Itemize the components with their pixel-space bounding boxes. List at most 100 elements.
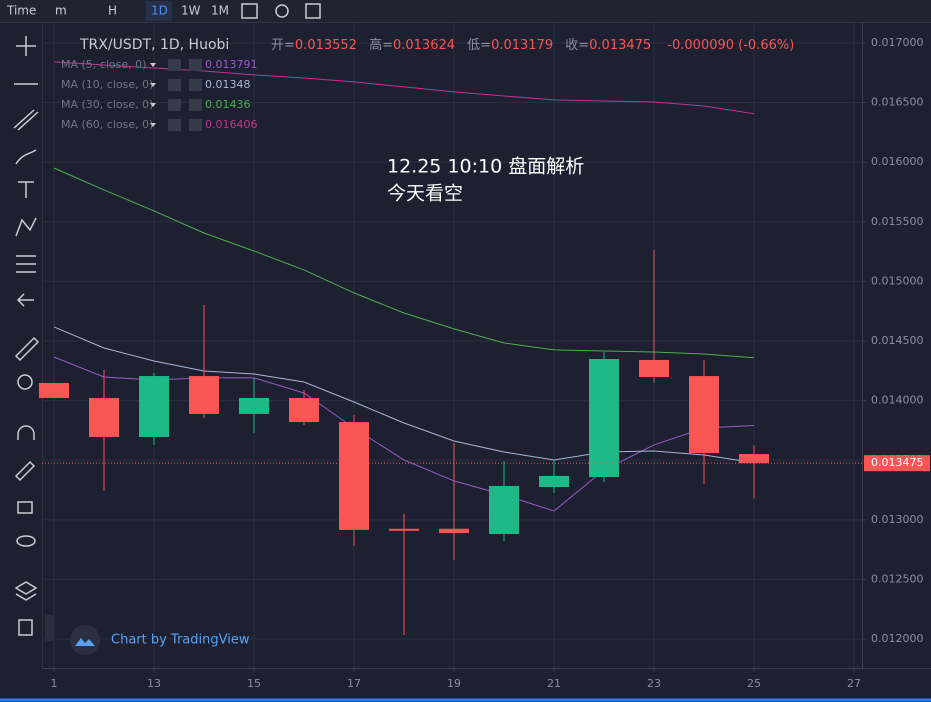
watermark-logo-shape	[75, 638, 95, 646]
ohlc-value: 0.013624	[393, 38, 455, 53]
visibility-tool[interactable]	[16, 535, 36, 547]
toolbar: Time m H 1D 1W 1M	[6, 1, 321, 21]
toolbar-button[interactable]: Time	[6, 4, 36, 18]
legend-close	[189, 99, 202, 111]
legend-value: 0.016406	[205, 118, 258, 131]
candle-body	[489, 485, 519, 535]
ohlc-value: 0.013475	[589, 38, 651, 53]
collapse-button[interactable]	[45, 615, 54, 641]
x-tick-label: 19	[447, 677, 461, 690]
icon-button[interactable]	[275, 4, 289, 18]
toolbar-button[interactable]: 1W	[181, 4, 201, 18]
toolbar-button[interactable]: 1D	[151, 4, 168, 18]
ma-line	[53, 167, 755, 359]
candle-body	[239, 397, 269, 414]
y-tick-label: 0.014000	[871, 394, 924, 407]
ruler-tool[interactable]	[14, 336, 40, 362]
icon-button[interactable]	[305, 3, 321, 19]
zoom-tool[interactable]	[17, 374, 33, 390]
ohlc-label: 收=	[565, 38, 589, 53]
legend-value: 0.013791	[205, 58, 258, 71]
legend-settings	[168, 119, 181, 131]
candle-body	[689, 376, 719, 454]
y-tick-label: 0.013000	[871, 513, 924, 526]
left-toolbar	[13, 23, 54, 668]
ohlc-value: 0.013552	[295, 38, 357, 53]
candle-body	[89, 397, 119, 437]
y-tick-label: 0.012500	[871, 572, 924, 585]
lock-tool[interactable]	[17, 501, 33, 514]
layers-tool[interactable]	[14, 581, 38, 601]
y-tick-label: 0.015500	[871, 215, 924, 228]
candle-body	[589, 358, 619, 478]
ma-line	[53, 326, 755, 464]
trash-tool[interactable]	[18, 619, 33, 636]
ohlc-label: 高=	[369, 37, 393, 53]
candle-body	[389, 528, 419, 531]
watermark-text[interactable]: Chart by TradingView	[111, 633, 250, 648]
change: -0.000090 (-0.66%)	[667, 38, 794, 53]
toolbar-button[interactable]: m	[55, 4, 67, 18]
ohlc-label: 开=	[271, 38, 295, 53]
draw-mode-tool[interactable]	[14, 460, 36, 482]
y-tick-label: 0.016000	[871, 155, 924, 168]
annotation: 今天看空	[387, 183, 463, 205]
candle-body	[439, 528, 469, 534]
fib-tool[interactable]	[16, 255, 36, 273]
toolbar-button[interactable]: H	[108, 4, 117, 18]
legend-close	[189, 79, 202, 91]
ohlc-readout: 开=0.013552 高=0.013624 低=0.013179 收=0.013…	[271, 37, 794, 53]
active-button-bg	[146, 1, 172, 21]
brush-tool[interactable]	[15, 149, 37, 165]
candle-body	[139, 376, 169, 437]
icon-button[interactable]	[241, 3, 258, 19]
magnet-tool[interactable]	[17, 425, 35, 440]
ma-line	[53, 356, 755, 512]
candle-body	[289, 397, 319, 423]
x-tick-label: 15	[247, 677, 261, 690]
candle-body	[339, 422, 369, 530]
candle-body	[39, 382, 69, 398]
legend-menu	[150, 103, 156, 107]
annotation: 12.25 10:10 盘面解析	[387, 156, 584, 178]
candle-body	[639, 359, 669, 377]
toolbar-button[interactable]: 1M	[211, 4, 229, 18]
pattern-tool[interactable]	[15, 217, 37, 237]
legend-menu	[150, 63, 156, 67]
legend-value: 0.01348	[205, 78, 251, 91]
legend-menu	[150, 83, 156, 87]
text-tool[interactable]	[18, 181, 34, 198]
x-tick-label: 27	[847, 677, 861, 690]
candle-body	[189, 376, 219, 414]
legend-close	[189, 59, 202, 71]
legend-label: MA (5, close, 0)	[61, 58, 146, 71]
legend-label: MA (60, close, 0)	[61, 118, 153, 131]
price-label: 0.013475	[871, 456, 924, 469]
x-tick-label: 13	[147, 677, 161, 690]
legend-settings	[168, 79, 181, 91]
legend-close	[189, 119, 202, 131]
watermark: Chart by TradingView	[70, 625, 250, 655]
y-tick-label: 0.017000	[871, 36, 924, 49]
top-toolbar	[0, 0, 931, 22]
watermark-logo	[70, 625, 100, 655]
plot: 0.0120000.0125000.0130000.0135000.014000…	[39, 23, 931, 690]
legend-label: MA (30, close, 0)	[61, 98, 153, 111]
crosshair-tool[interactable]	[16, 36, 36, 56]
y-tick-label: 0.014500	[871, 334, 924, 347]
ohlc-value: 0.013179	[491, 38, 553, 53]
ohlc-label: 低=	[467, 38, 491, 53]
y-tick-label: 0.016500	[871, 96, 924, 109]
channel-tool[interactable]	[13, 109, 39, 131]
price-label-bg	[864, 455, 930, 472]
symbol: TRX/USDT, 1D, Huobi	[79, 37, 229, 53]
legend-settings	[168, 59, 181, 71]
legend: TRX/USDT, 1D, Huobi 开=0.013552 高=0.01362…	[79, 37, 794, 205]
x-tick-label: 21	[547, 677, 561, 690]
candle-body	[539, 475, 569, 488]
legend-value: 0.01436	[205, 98, 251, 111]
candle-body	[739, 454, 769, 464]
back-tool[interactable]	[16, 293, 34, 307]
